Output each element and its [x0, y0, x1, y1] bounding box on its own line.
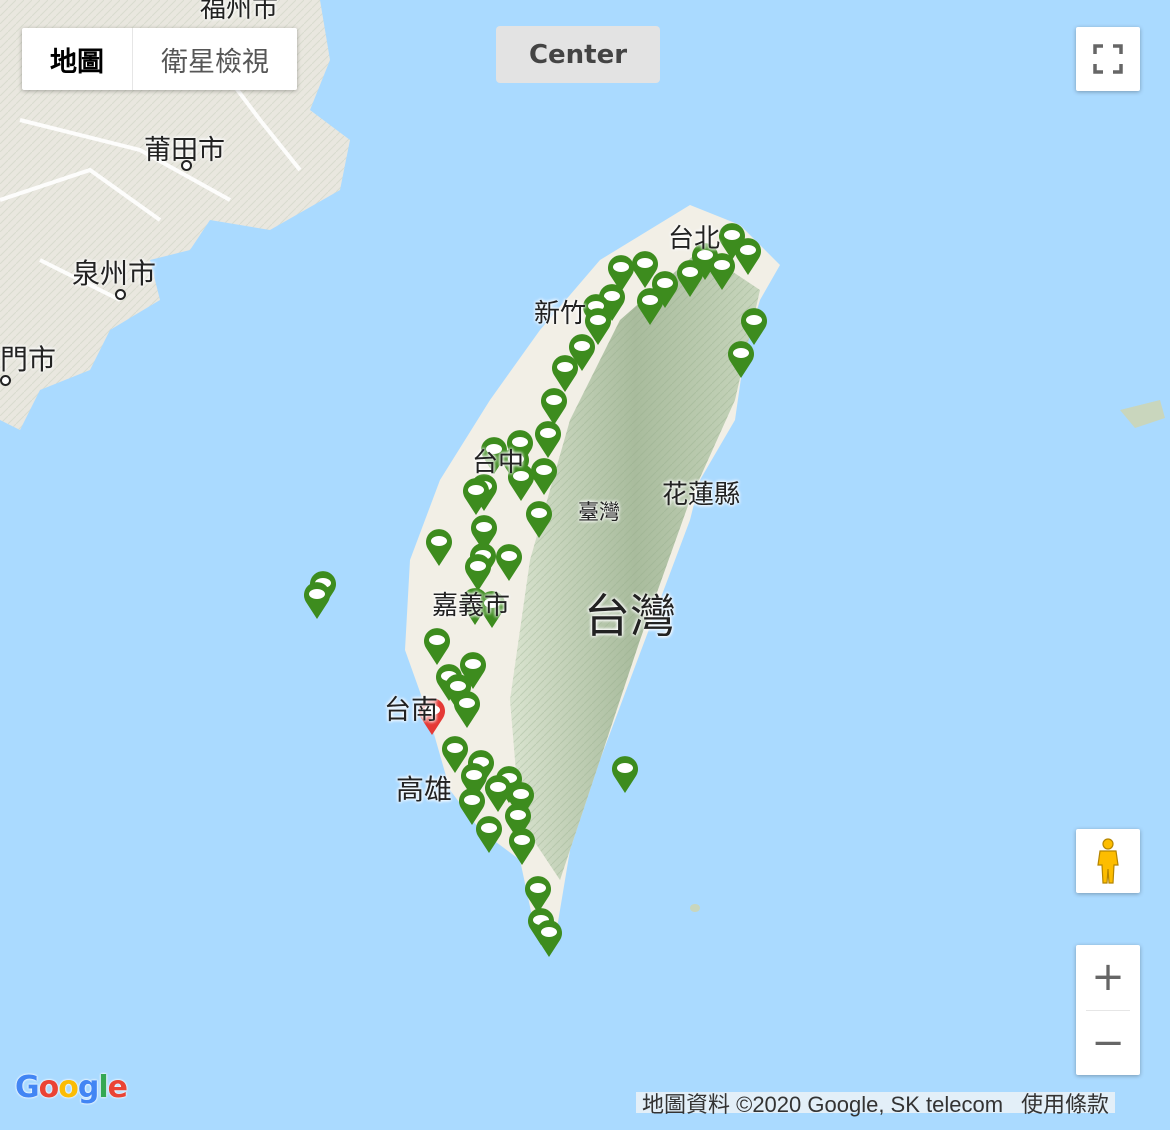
place-label-fuzhou: 福州市 [200, 0, 279, 24]
fullscreen-icon [1093, 44, 1123, 74]
zoom-divider [1086, 1009, 1130, 1011]
place-label-hsinchu: 新竹 [534, 299, 587, 329]
zoom-out-button[interactable]: − [1091, 1019, 1125, 1066]
zoom-control: + − [1076, 945, 1140, 1075]
map-type-map-button[interactable]: 地圖 [22, 28, 133, 90]
place-label-hualien: 花蓮縣 [662, 480, 741, 510]
center-button[interactable]: Center [496, 26, 660, 83]
street-view-pegman-button[interactable] [1076, 829, 1140, 893]
place-label-jinmen: 門市 [0, 343, 57, 376]
place-label-chiayi: 嘉義市 [432, 591, 511, 621]
place-label-taichung: 台中 [472, 448, 525, 478]
map-data-attribution: 地圖資料 ©2020 Google, SK telecom [642, 1091, 1004, 1117]
map-attribution: 地圖資料 ©2020 Google, SK telecom 使用條款 [636, 1092, 1116, 1117]
zoom-in-button[interactable]: + [1091, 954, 1125, 1001]
map-type-satellite-button[interactable]: 衛星檢視 [161, 46, 269, 78]
place-label-taiwan-mountain: 臺灣 [578, 500, 620, 524]
city-dot-jinmen [0, 375, 11, 386]
pegman-icon [1097, 838, 1119, 884]
map-type-control: 地圖 衛星檢視 [22, 28, 297, 90]
city-dot-putian [181, 160, 192, 171]
fullscreen-button[interactable] [1076, 27, 1140, 91]
city-dot-quanzhou [115, 289, 126, 300]
google-logo: Google [15, 1070, 128, 1105]
place-label-quanzhou: 泉州市 [72, 257, 157, 290]
place-label-taipei: 台北 [668, 224, 721, 254]
place-label-tainan: 台南 [384, 695, 438, 726]
place-label-taiwan: 台灣 [584, 589, 676, 643]
terms-link[interactable]: 使用條款 [1021, 1091, 1110, 1117]
place-label-kaohsiung: 高雄 [396, 773, 453, 806]
